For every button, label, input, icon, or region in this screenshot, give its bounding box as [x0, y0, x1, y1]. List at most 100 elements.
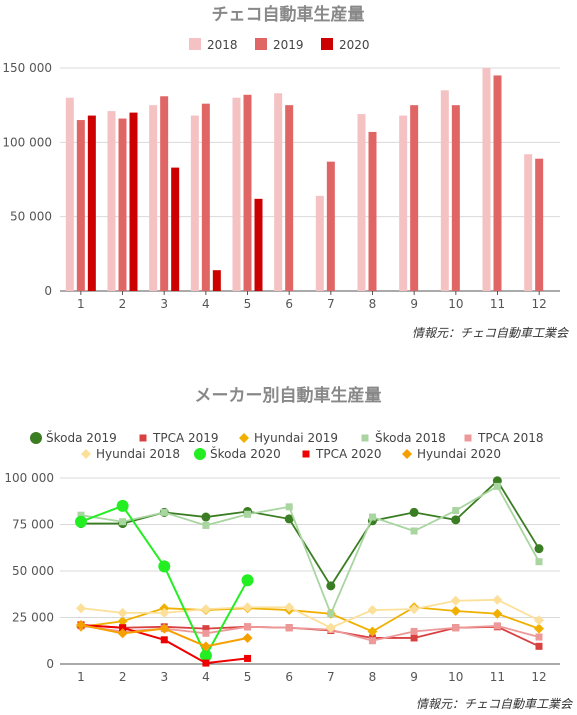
chart-2-legend-label: Hyundai 2018 [96, 447, 180, 461]
chart-2-legend: Škoda 2019 TPCA 2019 Hyundai 2019 Škoda 201… [30, 430, 544, 461]
chart-2-point-Hyundai 2020-1 [76, 619, 86, 630]
chart-1-bar-2018-1 [65, 97, 74, 291]
chart-1-bars [65, 68, 544, 292]
chart-2-point-TPCA 2019-4 [202, 625, 210, 633]
chart-1-bar-2020-3 [171, 167, 180, 291]
chart-2-point-Hyundai 2018-3 [159, 607, 170, 618]
chart-2-point-Hyundai 2018-1 [76, 603, 86, 614]
chart-2-y-tick-label: 25 000 [12, 611, 54, 625]
chart-1-y-tick-label: 100 000 [2, 135, 52, 149]
chart-1-legend-label: 2018 [207, 38, 238, 52]
chart-1-bar-2018-7 [315, 195, 324, 291]
chart-1-bar-2020-5 [254, 198, 263, 291]
chart-2-x-ticks: 1 2 3 4 5 6 7 8 9 10 11 12 [77, 670, 546, 684]
chart-1-x-tick-label: 3 [160, 297, 168, 311]
chart-2-legend-marker [464, 434, 472, 442]
chart-2-point-Hyundai 2019-10 [450, 605, 461, 616]
chart-1-legend-swatch [255, 38, 267, 50]
chart-2-point-Škoda 2018-9 [410, 527, 418, 535]
chart-2-point-Škoda 2020-1 [75, 515, 87, 528]
chart-2-point-Škoda 2020-5 [241, 574, 254, 587]
chart-1-bar-2018-3 [149, 105, 158, 292]
chart-1-title: チェコ自動車生産量 [212, 4, 365, 25]
chart-2-point-Škoda 2019-9 [409, 507, 419, 517]
chart-2-point-TPCA 2018-11 [493, 622, 501, 630]
chart-2-series-line-Hyundai 2019 [80, 606, 540, 633]
chart-1-bar-2019-12 [535, 158, 544, 291]
chart-2-point-Hyundai 2018-9 [409, 604, 420, 615]
chart-1-x-tick-label: 12 [532, 297, 547, 311]
chart-1-bar-2018-2 [107, 111, 116, 291]
chart-1-x-tick-label: 9 [410, 297, 418, 311]
chart-1-bar-2019-6 [285, 105, 294, 292]
chart-2-point-Škoda 2020-3 [158, 560, 171, 573]
chart-1-bar-2019-1 [76, 120, 85, 292]
chart-2-source: 情報元：チェコ自動車工業会 [416, 697, 574, 711]
chart-2-point-Hyundai 2020-4 [200, 641, 211, 652]
chart-1-bar-2019-2 [118, 118, 127, 292]
chart-1-x-ticks: 1 2 3 4 5 6 7 8 9 10 11 12 [77, 291, 547, 311]
chart-2-x-tick-label: 6 [285, 670, 293, 684]
chart-1-legend: 2018 2019 2020 [189, 38, 370, 52]
chart-2-point-Škoda 2018-2 [119, 518, 127, 526]
chart-2-legend-marker [81, 449, 91, 459]
chart-2-x-tick-label: 8 [369, 670, 377, 684]
chart-2-legend-label: Škoda 2020 [210, 446, 281, 461]
chart-2-point-Škoda 2020-2 [116, 499, 129, 512]
chart-1-y-tick-label: 0 [44, 284, 52, 298]
chart-2-point-Hyundai 2018-11 [492, 594, 503, 605]
chart-1-legend-swatch [189, 38, 201, 50]
chart-2-legend-label: TPCA 2020 [315, 447, 382, 461]
chart-1-x-tick-label: 5 [244, 297, 252, 311]
chart-2-point-Hyundai 2018-12 [534, 615, 544, 626]
chart-2-y-tick-label: 0 [46, 657, 54, 671]
chart-2-point-TPCA 2019-9 [410, 634, 418, 642]
chart-2-legend-marker [302, 450, 310, 458]
chart-2-point-Hyundai 2018-4 [200, 604, 211, 615]
chart-1-bar-2018-12 [524, 154, 533, 291]
chart-2-point-Hyundai 2019-2 [117, 616, 128, 627]
chart-2-series-line-Škoda 2019 [81, 479, 540, 588]
chart-2-point-Hyundai 2018-8 [367, 605, 378, 616]
chart-1-bar-2018-10 [440, 90, 449, 291]
chart-1-x-tick-label: 6 [285, 297, 293, 311]
chart-1-legend-label: 2019 [273, 38, 304, 52]
chart-2-point-Hyundai 2019-8 [367, 626, 378, 637]
chart-2-point-Škoda 2019-4 [201, 512, 211, 522]
chart-2-legend-label: Škoda 2018 [375, 430, 446, 445]
chart-2-point-Škoda 2018-5 [244, 510, 252, 518]
chart-2-point-Hyundai 2019-12 [534, 623, 544, 634]
chart-2-point-TPCA 2018-4 [202, 629, 210, 637]
chart-2-point-TPCA 2020-3 [160, 636, 168, 644]
chart-2-legend-marker [361, 434, 369, 442]
chart-1-y-tick-label: 150 000 [2, 61, 52, 75]
chart-1-bar-2019-9 [410, 105, 419, 292]
chart-2-point-Škoda 2018-8 [368, 513, 376, 521]
chart-1-x-tick-label: 1 [77, 297, 85, 311]
chart-2-point-Škoda 2020-4 [199, 649, 212, 662]
chart-1-bar-2018-9 [399, 115, 408, 291]
chart-2-point-Hyundai 2018-6 [284, 602, 295, 613]
chart-2-point-Škoda 2018-4 [202, 521, 210, 529]
chart-2-legend-label: Škoda 2019 [46, 430, 117, 445]
chart-2-x-tick-label: 4 [202, 670, 210, 684]
chart-2-point-Škoda 2018-7 [327, 610, 335, 618]
chart-2-x-tick-label: 3 [160, 670, 168, 684]
chart-1-bar-2019-11 [493, 75, 502, 291]
chart-2-lines [75, 476, 544, 667]
chart-1-bar-2018-8 [357, 114, 366, 291]
chart-1-source: 情報元：チェコ自動車工業会 [412, 326, 570, 340]
chart-1-y-ticks: 0 50 000 100 000 150 000 [2, 61, 52, 298]
chart-2-point-Škoda 2019-6 [284, 514, 294, 524]
chart-1-y-tick-label: 50 000 [10, 210, 52, 224]
chart-2-title: メーカー別自動車生産量 [195, 385, 382, 406]
chart-2-point-Škoda 2018-3 [160, 508, 168, 516]
chart-1-bar-2020-4 [212, 270, 221, 291]
chart-1-bar-2018-6 [274, 93, 283, 291]
chart-2-point-Hyundai 2018-10 [450, 595, 461, 606]
chart-2-legend-label: Hyundai 2019 [254, 431, 338, 445]
chart-2-point-TPCA 2020-5 [244, 654, 252, 662]
chart-1-bar-2019-7 [326, 161, 335, 291]
chart-2-legend-label: TPCA 2019 [152, 431, 219, 445]
